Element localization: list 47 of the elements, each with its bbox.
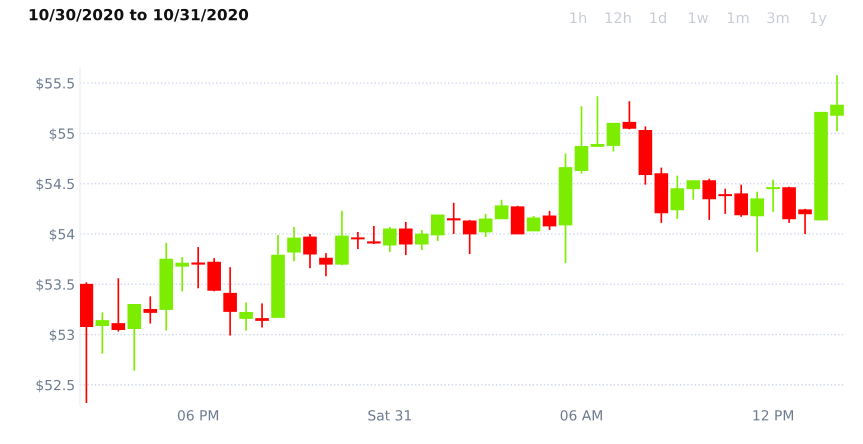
candlestick [734,184,748,218]
candlestick [798,208,812,235]
candlestick [686,180,700,201]
y-tick-label: $53.5 [36,279,74,292]
candlestick [462,219,476,255]
candlestick [96,312,110,355]
candlestick [303,233,317,270]
candlestick [191,246,205,290]
candlestick [494,198,508,220]
candlestick [478,213,492,238]
candlestick [287,226,301,262]
candlestick [718,188,732,215]
candlestick [414,229,429,251]
candlestick [112,277,126,332]
candlestick [175,256,190,292]
candlestick [670,174,684,220]
candlestick [606,122,620,152]
y-tick-label: $54.5 [36,178,74,192]
candlestick [830,74,844,132]
y-tick-label: $55.5 [36,78,74,90]
candlestick [590,95,604,148]
candlestick [526,215,540,232]
y-tick-label: $53 [50,329,74,342]
candlestick [351,231,365,250]
candlestick [766,178,780,213]
x-tick-label: 06 AM [560,410,602,421]
x-tick-label: 12 PM [753,410,793,420]
candlestick [622,100,636,130]
y-tick-label: $55 [50,128,74,141]
candlestick [542,210,556,231]
candlestick [239,302,253,332]
y-tick-label: $52.5 [36,380,74,392]
candlestick [750,190,764,253]
candlestick [255,302,269,328]
candlestick [446,202,461,235]
candlestick [367,225,381,245]
candlestick [143,296,158,324]
candlestick [430,214,445,242]
x-tick-label: Sat 31 [368,410,411,421]
candlestick [702,178,716,221]
candlestick [398,221,413,256]
candlestick [223,266,237,336]
y-tick-label: $54 [50,228,74,242]
candlestick [383,226,397,253]
candlestick [319,252,333,278]
x-tick-label: 06 PM [178,410,218,421]
chart-title: 10/30/2020 to 10/31/2020 [30,8,248,22]
